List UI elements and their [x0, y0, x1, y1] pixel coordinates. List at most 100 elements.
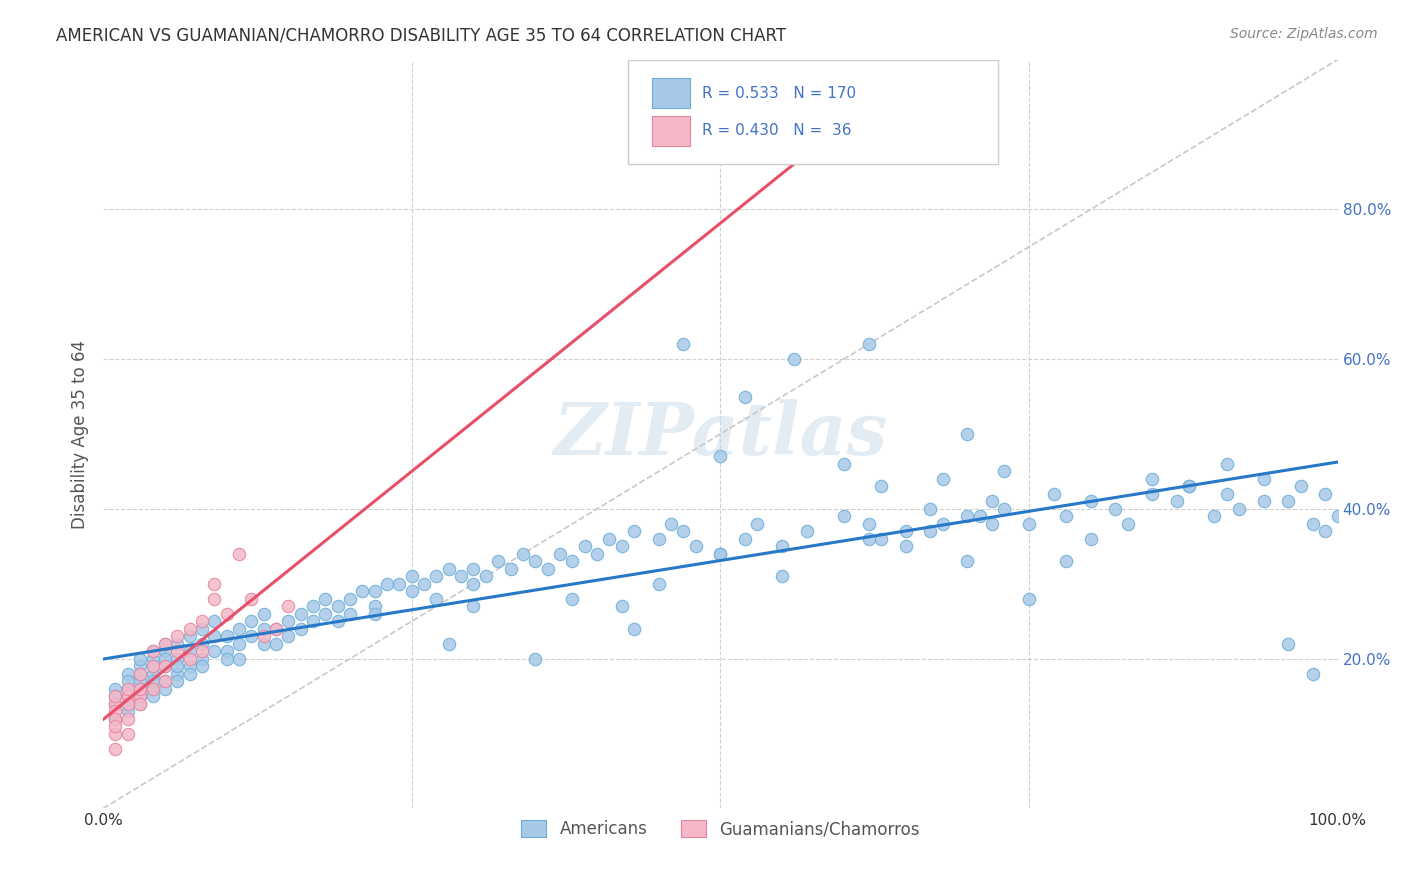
- Y-axis label: Disability Age 35 to 64: Disability Age 35 to 64: [72, 340, 89, 529]
- Point: [598, 532, 620, 546]
- Point: [1178, 479, 1201, 493]
- Point: [252, 607, 274, 621]
- Point: [920, 524, 942, 539]
- Point: [179, 651, 201, 665]
- Point: [1018, 591, 1040, 606]
- Point: [191, 637, 214, 651]
- Point: [326, 614, 349, 628]
- Point: [401, 584, 423, 599]
- Point: [240, 614, 263, 628]
- Point: [339, 591, 361, 606]
- Point: [574, 539, 596, 553]
- Point: [475, 569, 498, 583]
- Point: [215, 651, 238, 665]
- Point: [314, 591, 336, 606]
- Point: [610, 599, 633, 614]
- Point: [352, 584, 374, 599]
- Point: [1166, 494, 1188, 508]
- Point: [993, 502, 1015, 516]
- Point: [413, 576, 436, 591]
- Point: [1277, 637, 1299, 651]
- Point: [647, 576, 669, 591]
- Point: [129, 666, 152, 681]
- Point: [858, 532, 880, 546]
- Point: [129, 674, 152, 689]
- FancyBboxPatch shape: [652, 116, 689, 145]
- Point: [202, 614, 225, 628]
- Point: [104, 719, 127, 733]
- Point: [463, 599, 485, 614]
- Point: [290, 607, 312, 621]
- Point: [277, 614, 299, 628]
- Point: [870, 479, 893, 493]
- Point: [437, 637, 460, 651]
- Point: [832, 509, 855, 524]
- Point: [117, 666, 139, 681]
- Point: [993, 465, 1015, 479]
- Point: [425, 591, 447, 606]
- Point: [141, 689, 163, 703]
- Point: [450, 569, 472, 583]
- Point: [104, 704, 127, 718]
- Point: [388, 576, 411, 591]
- Point: [202, 644, 225, 658]
- Point: [129, 689, 152, 703]
- Point: [141, 659, 163, 673]
- Point: [1215, 487, 1237, 501]
- Point: [981, 494, 1004, 508]
- Point: [228, 651, 250, 665]
- Point: [302, 599, 325, 614]
- Point: [1302, 516, 1324, 531]
- Point: [1042, 487, 1064, 501]
- Point: [486, 554, 509, 568]
- Point: [1142, 487, 1164, 501]
- Point: [117, 681, 139, 696]
- Point: [672, 337, 695, 351]
- Text: ZIPatlas: ZIPatlas: [554, 399, 887, 469]
- Point: [981, 516, 1004, 531]
- Point: [709, 547, 731, 561]
- Point: [153, 674, 176, 689]
- Point: [586, 547, 609, 561]
- Point: [153, 644, 176, 658]
- Point: [364, 599, 387, 614]
- Point: [129, 681, 152, 696]
- Point: [191, 651, 214, 665]
- Point: [202, 576, 225, 591]
- Point: [141, 644, 163, 658]
- Point: [117, 681, 139, 696]
- Text: AMERICAN VS GUAMANIAN/CHAMORRO DISABILITY AGE 35 TO 64 CORRELATION CHART: AMERICAN VS GUAMANIAN/CHAMORRO DISABILIT…: [56, 27, 786, 45]
- Point: [215, 629, 238, 643]
- Point: [264, 622, 287, 636]
- Point: [796, 524, 818, 539]
- Point: [734, 532, 756, 546]
- Point: [734, 390, 756, 404]
- Point: [141, 651, 163, 665]
- Point: [117, 697, 139, 711]
- Point: [141, 659, 163, 673]
- Point: [153, 651, 176, 665]
- Point: [153, 637, 176, 651]
- Point: [129, 651, 152, 665]
- Point: [659, 516, 682, 531]
- Point: [191, 644, 214, 658]
- Point: [1204, 509, 1226, 524]
- Point: [685, 539, 707, 553]
- Point: [931, 516, 953, 531]
- Point: [104, 697, 127, 711]
- Point: [1315, 487, 1337, 501]
- Point: [401, 569, 423, 583]
- Point: [240, 591, 263, 606]
- Point: [166, 644, 188, 658]
- Point: [858, 337, 880, 351]
- Point: [129, 659, 152, 673]
- Point: [364, 584, 387, 599]
- Point: [499, 562, 522, 576]
- Point: [228, 547, 250, 561]
- Point: [610, 539, 633, 553]
- Point: [202, 591, 225, 606]
- Point: [770, 539, 793, 553]
- Point: [104, 741, 127, 756]
- Point: [548, 547, 571, 561]
- Point: [153, 637, 176, 651]
